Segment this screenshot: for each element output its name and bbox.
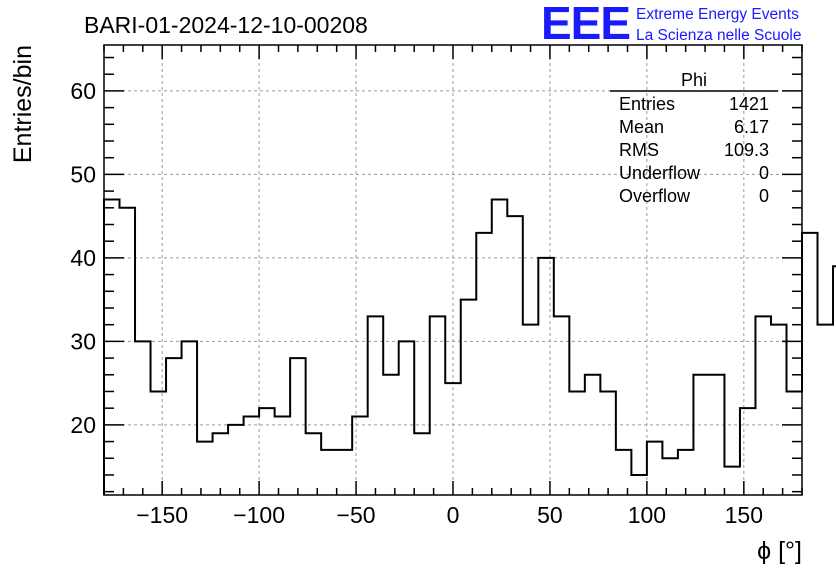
chart-title: BARI-01-2024-12-10-00208 [84,12,368,38]
histogram-bin [693,375,709,495]
histogram-bin [259,408,275,495]
histogram-bin [538,258,554,495]
histogram-bins [104,66,836,495]
x-tick-label: 150 [725,502,763,528]
histogram-bin [554,316,570,495]
grid [104,45,802,495]
histogram-bin [600,391,616,495]
logo-mark: EEE [541,0,630,49]
x-tick-labels: −150 −100 −50 0 50 100 150 [136,502,763,528]
histogram-bin [306,433,322,495]
x-tick-label: 0 [447,502,460,528]
histogram-bin [430,316,446,495]
x-axis-label: ϕ [°] [757,537,802,565]
histogram-bin [585,375,601,495]
histogram-bin [818,325,834,495]
histogram-bin [740,408,756,495]
histogram-bin [709,375,725,495]
histogram-bin [321,450,337,495]
histogram-bin [166,358,182,495]
stats-row-label: Entries [619,94,675,114]
histogram-bin [383,375,399,495]
x-tick-label: −150 [136,502,188,528]
logo-line-1: Extreme Energy Events [636,6,799,23]
histogram-bin [755,316,771,495]
histogram-bin [569,391,585,495]
histogram-bin [724,467,740,495]
histogram-bin [275,417,291,495]
histogram-bin [662,458,678,495]
histogram-bin [104,199,120,495]
stats-row-label: Overflow [619,186,691,206]
histogram-bin [631,475,647,495]
y-tick-label: 50 [70,161,96,187]
x-tick-label: −50 [337,502,376,528]
histogram-bin [523,325,539,495]
histogram-bin [213,433,229,495]
x-tick-label: −100 [233,502,285,528]
stats-box: Phi Entries 1421 Mean 6.17 RMS 109.3 Underflow… [610,70,778,206]
y-tick-label: 60 [70,78,96,104]
stats-row-label: Underflow [619,163,701,183]
logo-line-2: La Scienza nelle Scuole [636,27,801,44]
histogram-bin [507,216,523,495]
stats-row-value: 0 [759,186,769,206]
histogram-bin [197,442,213,495]
y-tick-label: 20 [70,412,96,438]
stats-rows: Entries 1421 Mean 6.17 RMS 109.3 Underflow 0 Ove… [619,94,769,206]
histogram-bin [290,358,306,495]
histogram-bin [120,208,136,495]
histogram-bin [476,233,492,495]
histogram-bin [368,316,384,495]
stats-row-value: 109.3 [724,140,769,160]
histogram-bin [352,417,368,495]
histogram-bin [616,450,632,495]
x-tick-label: 100 [628,502,666,528]
y-tick-labels: 20 30 40 50 60 [70,78,96,438]
histogram-outline [103,198,836,495]
histogram-bin [244,417,260,495]
histogram-bin [182,341,198,495]
histogram-bin [151,391,167,495]
stats-row-value: 1421 [729,94,769,114]
histogram-bin [647,442,663,495]
stats-row-value: 6.17 [734,117,769,137]
stats-row-label: Mean [619,117,664,137]
histogram-bin [786,391,802,495]
stats-row-label: RMS [619,140,659,160]
y-tick-label: 30 [70,328,96,354]
x-tick-label: 50 [537,502,563,528]
stats-title: Phi [681,70,707,90]
histogram-bin [337,450,353,495]
histogram-bin [802,233,818,495]
histogram-bin [414,433,430,495]
histogram-bin [492,199,508,495]
y-axis-label: Entries/bin [9,45,37,163]
histogram-bin [461,300,477,495]
histogram-bin [399,341,415,495]
y-tick-label: 40 [70,245,96,271]
eee-logo: EEE Extreme Energy Events La Scienza nel… [541,0,801,49]
stats-row-value: 0 [759,163,769,183]
histogram-bin [135,341,151,495]
histogram-bin [445,383,461,495]
axis-ticks [103,45,803,495]
histogram-bin [228,425,244,495]
histogram-bin [771,325,787,495]
